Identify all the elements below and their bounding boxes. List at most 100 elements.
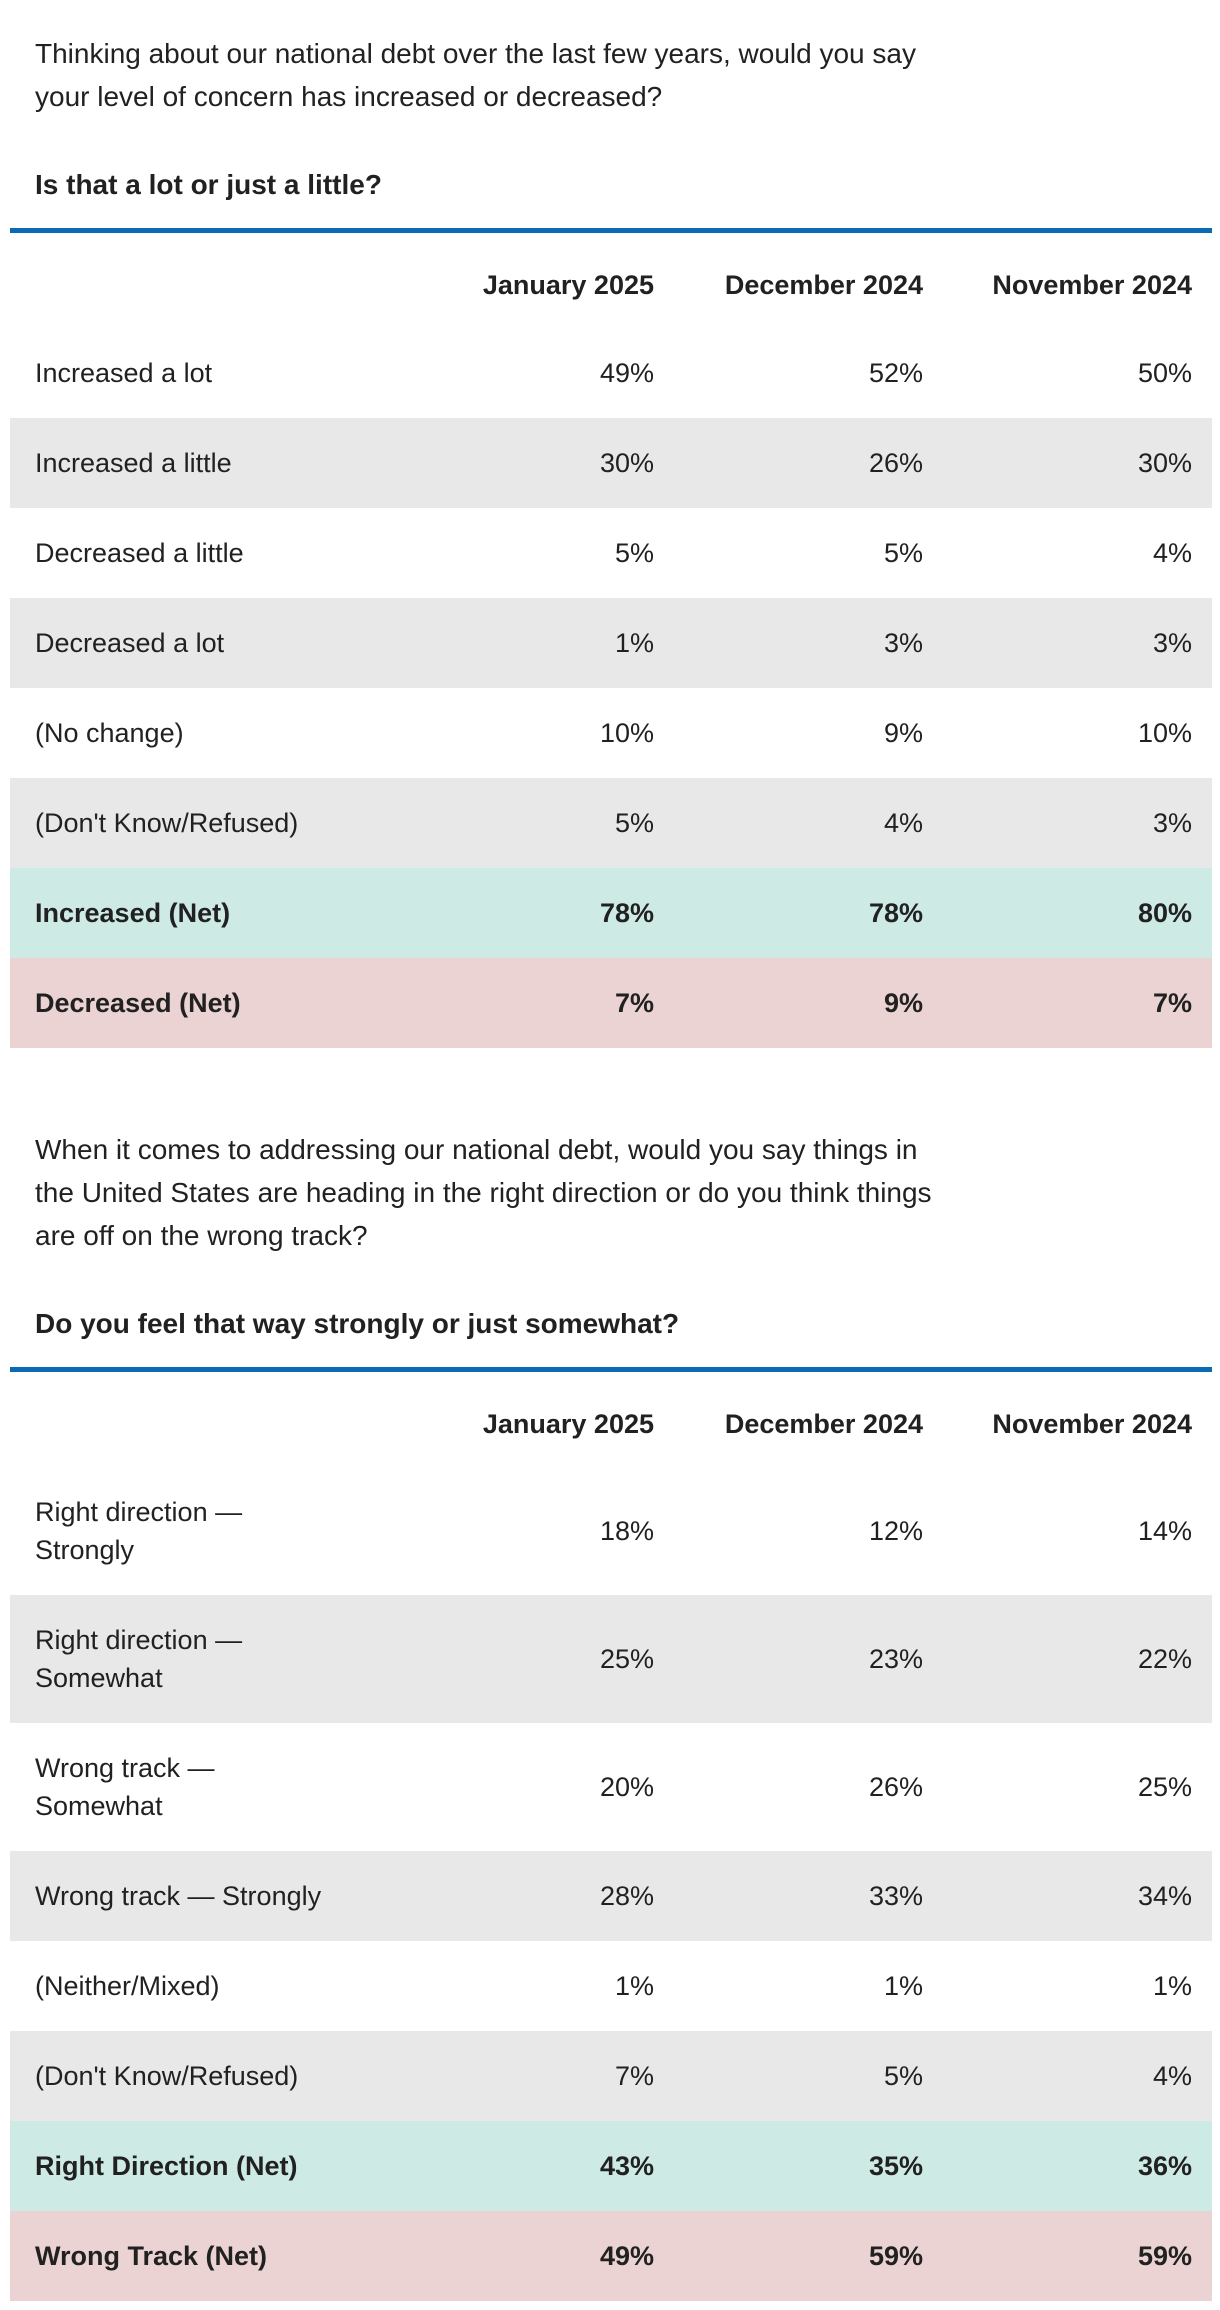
value-cell: 52%: [868, 358, 923, 388]
table-row: Right direction — Strongly 18% 12% 14%: [10, 1467, 1212, 1595]
table-row: (Don't Know/Refused) 5% 4% 3%: [10, 778, 1212, 868]
value-cell: 49%: [599, 358, 654, 388]
survey-section-debt-concern: Thinking about our national debt over th…: [0, 0, 1220, 1048]
header-row: January 2025 December 2024 November 2024: [10, 1372, 1212, 1467]
table-row: (Neither/Mixed) 1% 1% 1%: [10, 1941, 1212, 2031]
table-row: Decreased (Net) 7% 9% 7%: [10, 958, 1212, 1048]
row-label: Right direction — Strongly: [35, 1497, 243, 1565]
value-cell: 3%: [1152, 808, 1192, 838]
table-row: Increased a lot 49% 52% 50%: [10, 328, 1212, 418]
divider-rule: [10, 1367, 1212, 1372]
table-wrap: January 2025 December 2024 November 2024…: [10, 1372, 1212, 2301]
row-label-header: [10, 1372, 405, 1467]
row-label: Increased a lot: [35, 358, 213, 388]
value-cell: 20%: [599, 1772, 654, 1802]
subquestion-text: Do you feel that way strongly or just so…: [35, 1308, 680, 1339]
column-header-january-2025: January 2025: [482, 1409, 654, 1439]
value-cell: 30%: [599, 448, 654, 478]
table-row: Right direction — Somewhat 25% 23% 22%: [10, 1595, 1212, 1723]
table-body: Increased a lot 49% 52% 50% Increased a litt…: [10, 328, 1212, 1048]
value-cell: 1%: [883, 1971, 923, 2001]
value-cell: 5%: [614, 808, 654, 838]
question-text: Thinking about our national debt over th…: [35, 38, 916, 112]
row-label: Wrong Track (Net): [35, 2241, 268, 2271]
table-row: Wrong Track (Net) 49% 59% 59%: [10, 2211, 1212, 2301]
row-label: Right direction — Somewhat: [35, 1625, 243, 1693]
row-label: Decreased a lot: [35, 628, 225, 658]
header-row: January 2025 December 2024 November 2024: [10, 233, 1212, 328]
value-cell: 9%: [883, 718, 923, 748]
value-cell: 7%: [1152, 988, 1192, 1018]
table-row: (Don't Know/Refused) 7% 5% 4%: [10, 2031, 1212, 2121]
column-header-december-2024: December 2024: [724, 1409, 923, 1439]
value-cell: 59%: [1137, 2241, 1192, 2271]
value-cell: 25%: [1137, 1772, 1192, 1802]
value-cell: 33%: [868, 1881, 923, 1911]
row-label: Increased a little: [35, 448, 232, 478]
value-cell: 49%: [599, 2241, 654, 2271]
value-cell: 3%: [883, 628, 923, 658]
value-cell: 10%: [599, 718, 654, 748]
table-header: January 2025 December 2024 November 2024: [10, 233, 1212, 328]
value-cell: 30%: [1137, 448, 1192, 478]
value-cell: 80%: [1137, 898, 1192, 928]
row-label-header: [10, 233, 405, 328]
value-cell: 43%: [599, 2151, 654, 2181]
value-cell: 1%: [614, 628, 654, 658]
table-wrap: January 2025 December 2024 November 2024…: [10, 233, 1212, 1048]
table-body: Right direction — Strongly 18% 12% 14% Right…: [10, 1467, 1212, 2301]
value-cell: 78%: [868, 898, 923, 928]
value-cell: 26%: [868, 1772, 923, 1802]
value-cell: 59%: [868, 2241, 923, 2271]
subquestion-text: Is that a lot or just a little?: [35, 169, 382, 200]
value-cell: 28%: [599, 1881, 654, 1911]
value-cell: 34%: [1137, 1881, 1192, 1911]
value-cell: 3%: [1152, 628, 1192, 658]
row-label: Decreased a little: [35, 538, 244, 568]
row-label: Increased (Net): [35, 898, 231, 928]
row-label: Decreased (Net): [35, 988, 241, 1018]
value-cell: 35%: [868, 2151, 923, 2181]
results-table: January 2025 December 2024 November 2024…: [10, 233, 1212, 1048]
value-cell: 5%: [614, 538, 654, 568]
value-cell: 1%: [614, 1971, 654, 2001]
value-cell: 50%: [1137, 358, 1192, 388]
table-row: (No change) 10% 9% 10%: [10, 688, 1212, 778]
column-header-january-2025: January 2025: [482, 270, 654, 300]
survey-section-right-direction: When it comes to addressing our national…: [0, 1048, 1220, 2301]
value-cell: 36%: [1137, 2151, 1192, 2181]
value-cell: 18%: [599, 1516, 654, 1546]
results-table: January 2025 December 2024 November 2024…: [10, 1372, 1212, 2301]
value-cell: 25%: [599, 1644, 654, 1674]
value-cell: 23%: [868, 1644, 923, 1674]
value-cell: 4%: [1152, 2061, 1192, 2091]
value-cell: 1%: [1152, 1971, 1192, 2001]
value-cell: 7%: [614, 2061, 654, 2091]
table-row: Decreased a little 5% 5% 4%: [10, 508, 1212, 598]
table-row: Decreased a lot 1% 3% 3%: [10, 598, 1212, 688]
row-label: (Neither/Mixed): [35, 1971, 220, 2001]
value-cell: 14%: [1137, 1516, 1192, 1546]
row-label: (Don't Know/Refused): [35, 2061, 299, 2091]
value-cell: 12%: [868, 1516, 923, 1546]
table-row: Increased a little 30% 26% 30%: [10, 418, 1212, 508]
row-label: Right Direction (Net): [35, 2151, 298, 2181]
value-cell: 22%: [1137, 1644, 1192, 1674]
value-cell: 4%: [1152, 538, 1192, 568]
divider-rule: [10, 228, 1212, 233]
table-row: Increased (Net) 78% 78% 80%: [10, 868, 1212, 958]
value-cell: 4%: [883, 808, 923, 838]
table-header: January 2025 December 2024 November 2024: [10, 1372, 1212, 1467]
column-header-november-2024: November 2024: [992, 1409, 1192, 1439]
table-row: Right Direction (Net) 43% 35% 36%: [10, 2121, 1212, 2211]
value-cell: 78%: [599, 898, 654, 928]
table-row: Wrong track — Somewhat 20% 26% 25%: [10, 1723, 1212, 1851]
value-cell: 7%: [614, 988, 654, 1018]
row-label: Wrong track — Somewhat: [35, 1753, 215, 1821]
value-cell: 10%: [1137, 718, 1192, 748]
question-text: When it comes to addressing our national…: [35, 1134, 932, 1251]
value-cell: 26%: [868, 448, 923, 478]
value-cell: 5%: [883, 2061, 923, 2091]
column-header-november-2024: November 2024: [992, 270, 1192, 300]
